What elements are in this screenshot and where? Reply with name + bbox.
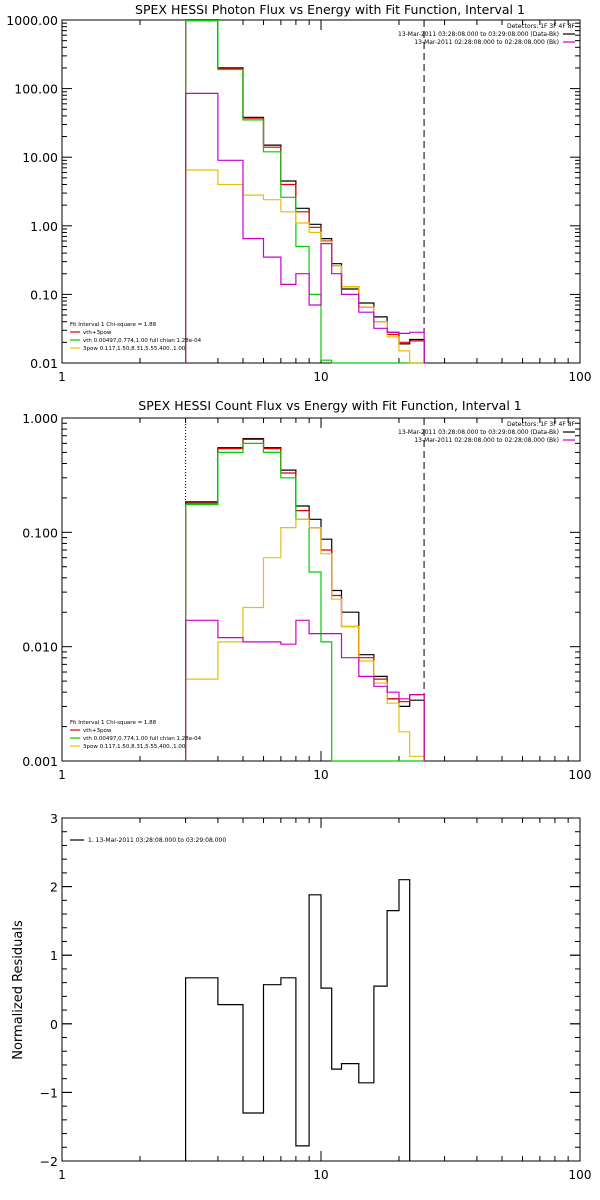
- y-tick-label: −1: [40, 1085, 58, 1100]
- x-tick-label: 1: [58, 768, 66, 782]
- series-group: [185, 418, 425, 762]
- series-line: [185, 92, 425, 363]
- series-line: [185, 619, 425, 761]
- y-tick-label: −2: [40, 1154, 58, 1169]
- series-line: [185, 442, 425, 762]
- y-tick-label: 10.00: [22, 150, 58, 165]
- y-tick-label: 2: [50, 880, 58, 895]
- series-line: [185, 20, 425, 364]
- series-line: [185, 518, 425, 761]
- legend-entry: Detectors: 1F 3F 4F 8F: [507, 23, 576, 30]
- y-tick-label: 0.010: [22, 640, 58, 655]
- series-line: [185, 879, 411, 1161]
- y-tick-label: 1.00: [30, 219, 58, 234]
- chart-title: SPEX HESSI Photon Flux vs Energy with Fi…: [135, 2, 525, 17]
- x-tick-label: 100: [569, 370, 592, 384]
- plot-frame: [61, 817, 581, 1162]
- x-tick-label: 1: [58, 1168, 66, 1182]
- y-axis-label: Normalized Residuals: [11, 920, 26, 1060]
- x-tick-label: 1: [58, 370, 66, 384]
- x-tick-label: 100: [569, 1168, 592, 1182]
- fit-annotation: 3pow 0.117,1.50,8.31,5.55,400.,1.00: [83, 744, 186, 750]
- y-tick-label: 0.01: [30, 356, 58, 371]
- legend-entry: 1. 13-Mar-2011 03:28:08.000 to 03:29:08.…: [88, 837, 226, 844]
- x-tick-label: 10: [313, 768, 328, 782]
- y-tick-label: 0.10: [30, 287, 58, 302]
- series-group: [185, 879, 411, 1161]
- photon-flux-panel: SPEX HESSI Photon Flux vs Energy with Fi…: [6, 2, 591, 384]
- y-tick-label: 0.100: [22, 525, 58, 540]
- y-tick-label: 1: [50, 948, 58, 963]
- series-line: [185, 438, 425, 761]
- fit-annotation: Fit Interval 1 Chi-square = 1.88: [70, 720, 157, 726]
- legend-entry: 13-Mar-2011 03:28:08.000 to 03:29:08.000…: [398, 31, 559, 38]
- y-tick-label: 3: [50, 811, 58, 826]
- series-line: [185, 438, 425, 761]
- chart-title: SPEX HESSI Count Flux vs Energy with Fit…: [138, 398, 521, 413]
- series-group: [185, 19, 425, 364]
- legend-entry: 13-Mar-2011 02:28:08.000 to 02:28:08.000…: [414, 39, 559, 46]
- fit-annotation: vth 0.00497,0.774,1.00 full chian 1.28e-…: [83, 338, 202, 344]
- series-line: [185, 19, 425, 363]
- legend-entry: 13-Mar-2011 02:28:08.000 to 02:28:08.000…: [414, 437, 559, 444]
- legend-entry: 13-Mar-2011 03:28:08.000 to 03:29:08.000…: [398, 429, 559, 436]
- y-tick-label: 1000.00: [6, 13, 58, 28]
- fit-annotation: vth+3pow: [83, 330, 112, 336]
- residuals-panel: Normalized Residuals 1 10 100 −2 −1 0 1 2 3 1. 1…: [11, 811, 591, 1182]
- x-tick-label: 10: [313, 370, 328, 384]
- x-tick-label: 10: [313, 1168, 328, 1182]
- legend-entry: Detectors: 1F 3F 4F 8F: [507, 421, 576, 428]
- x-tick-label: 100: [569, 768, 592, 782]
- fit-annotation: vth 0.00497,0.774,1.00 full chian 1.28e-…: [83, 736, 202, 742]
- y-tick-label: 1.000: [22, 411, 58, 426]
- count-flux-panel: SPEX HESSI Count Flux vs Energy with Fit…: [22, 398, 591, 782]
- y-tick-label: 0.001: [22, 754, 58, 769]
- y-tick-label: 100.00: [14, 82, 58, 97]
- series-line: [185, 20, 425, 363]
- y-tick-label: 0: [50, 1017, 58, 1032]
- fit-annotation: vth+3pow: [83, 728, 112, 734]
- fit-annotation: 3pow 0.117,1.50,8.31,5.55,400.,1.00: [83, 346, 186, 352]
- fit-annotation: Fit Interval 1 Chi-square = 1.88: [70, 322, 157, 328]
